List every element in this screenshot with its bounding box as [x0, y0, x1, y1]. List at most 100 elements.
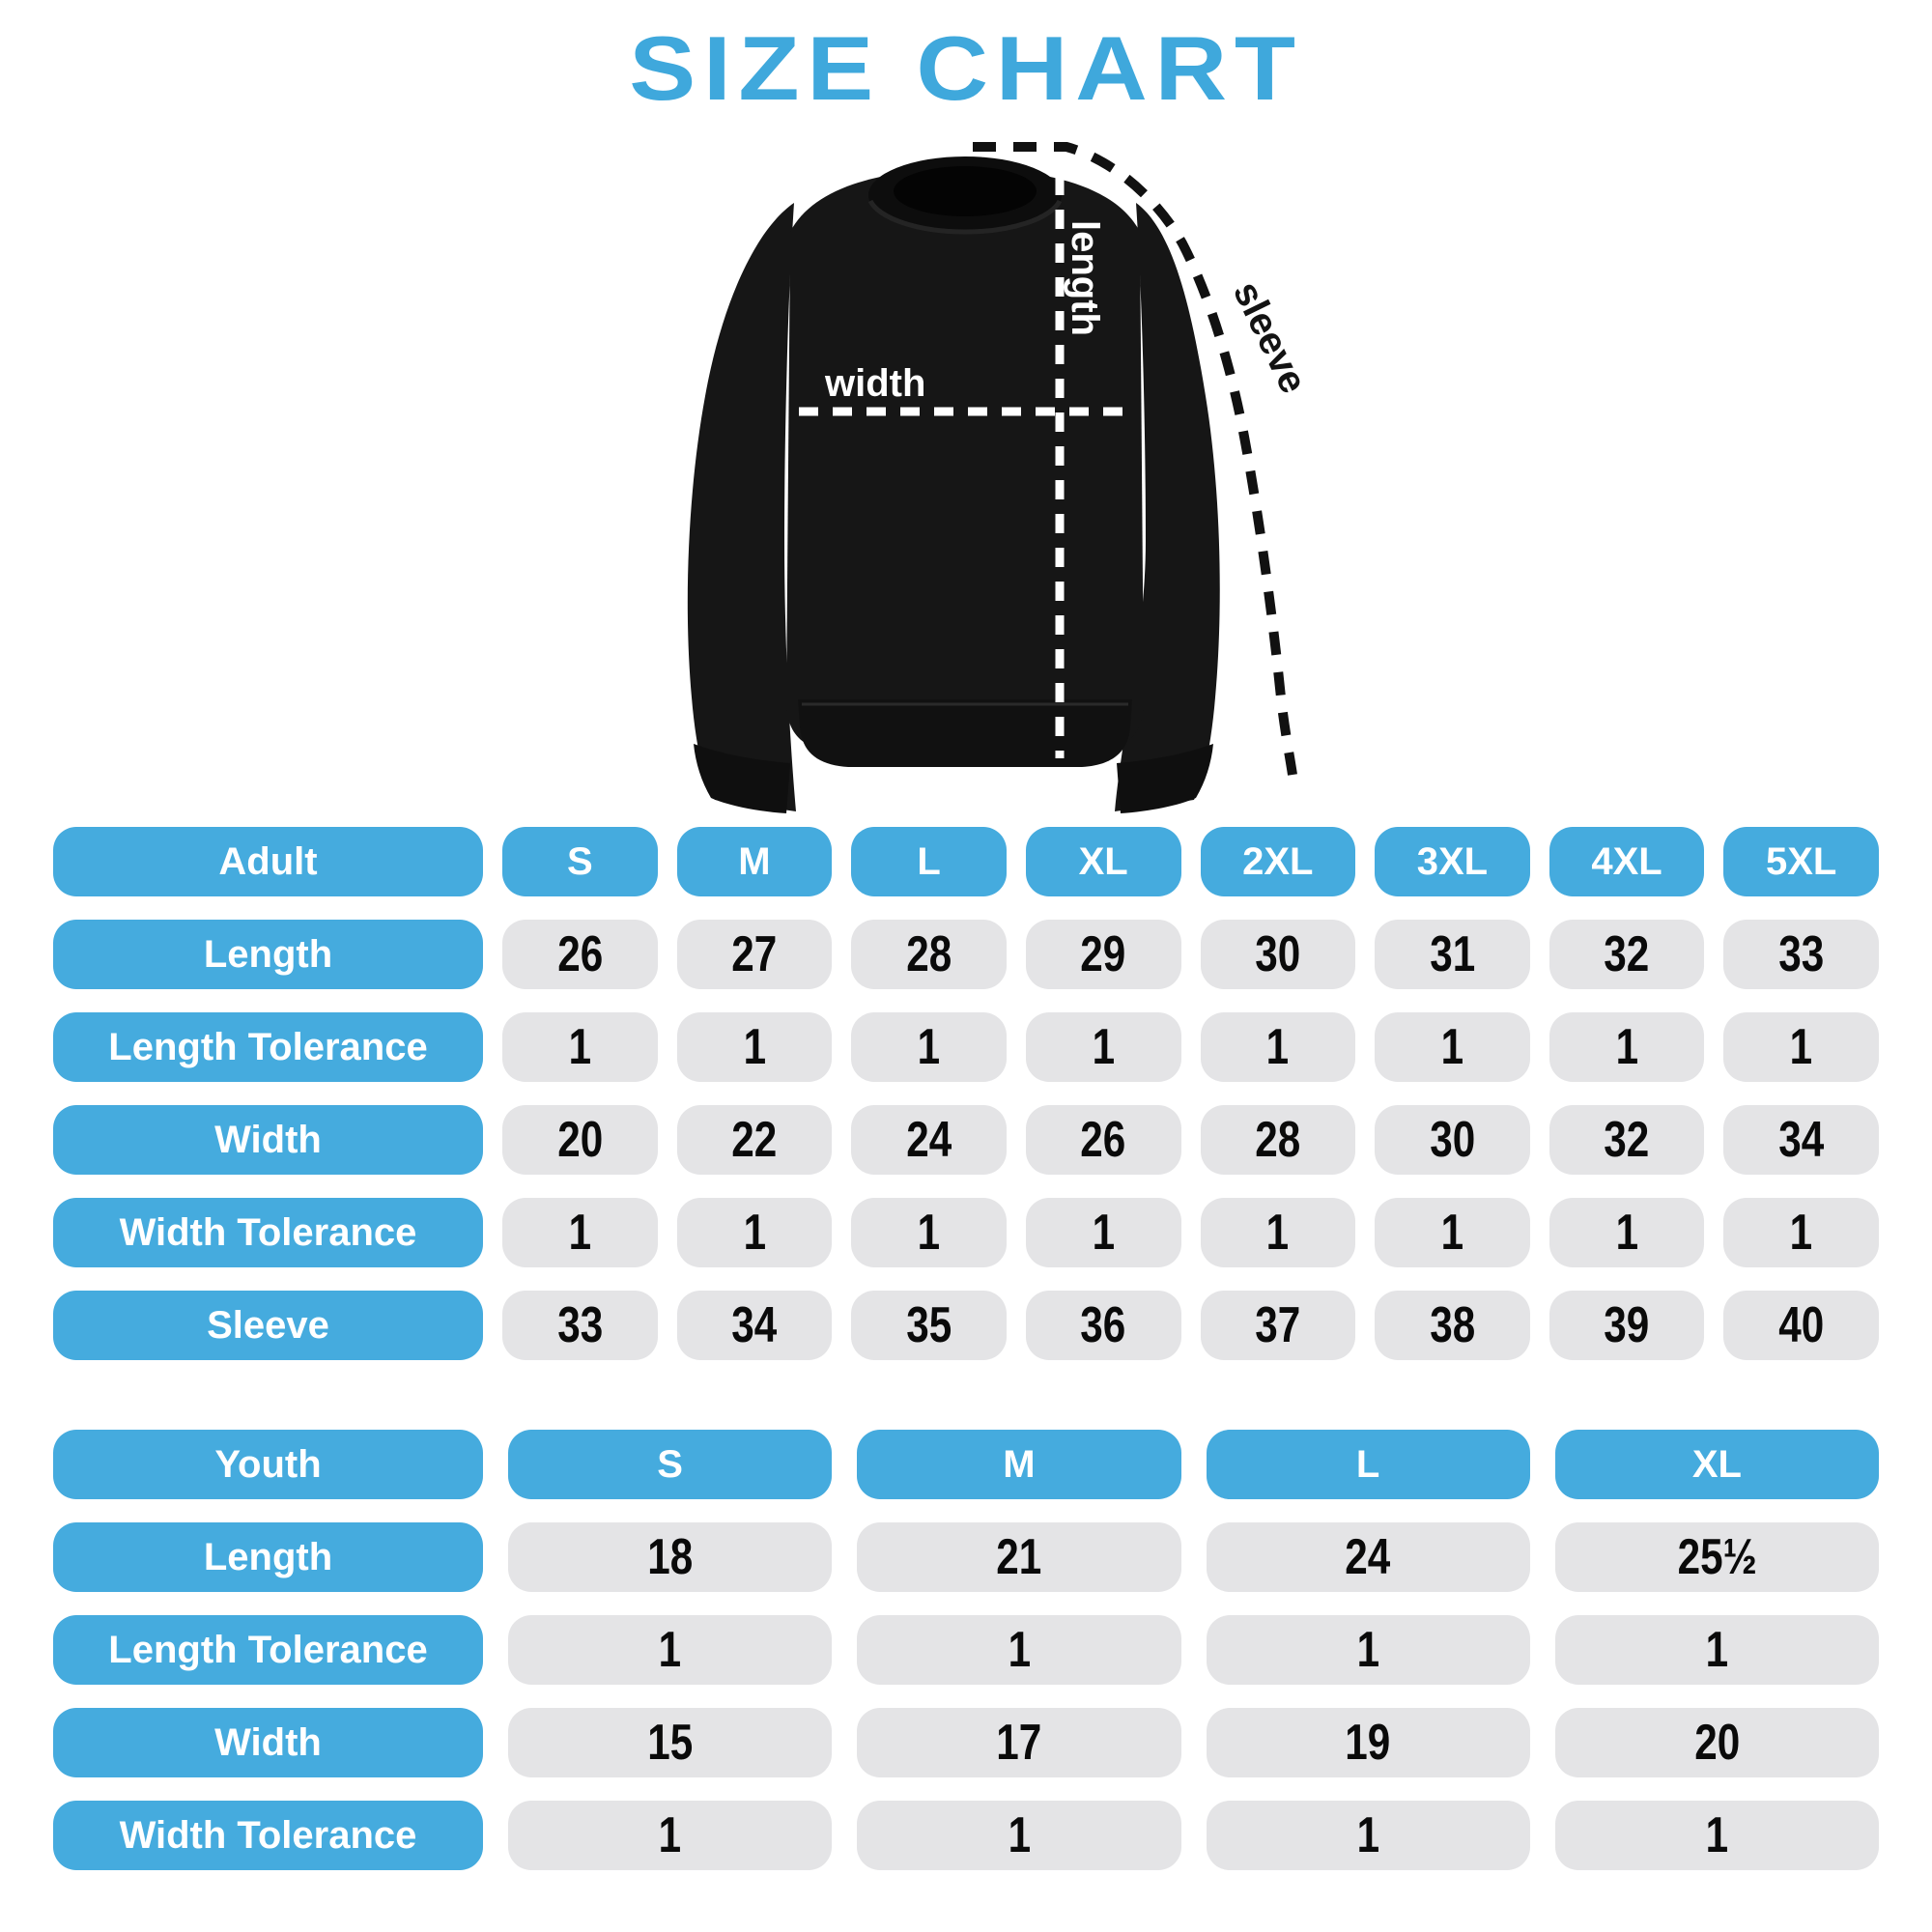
size-value-cell: 1 [1025, 1198, 1181, 1267]
size-value-cell-text: 26 [1080, 1112, 1126, 1168]
row-label-pill: Width Tolerance [53, 1198, 483, 1267]
size-value-cell: 39 [1548, 1291, 1705, 1360]
size-value-cell: 1 [1206, 1615, 1530, 1685]
size-value-cell-text: 15 [647, 1715, 694, 1771]
size-value-cell-text: 1 [658, 1807, 682, 1863]
size-value-cell: 1 [1554, 1801, 1879, 1870]
size-value-cell: 1 [1554, 1615, 1879, 1685]
size-value-cell: 35 [851, 1291, 1007, 1360]
row-label-pill: Width Tolerance [53, 1801, 483, 1870]
row-label-pill-text: Length [203, 1535, 333, 1578]
row-label-pill-text: Width [214, 1118, 322, 1161]
size-value-cell-text: 27 [731, 926, 778, 982]
size-value-cell: 1 [1200, 1012, 1356, 1082]
size-header-pill: 4XL [1548, 827, 1705, 896]
size-value-cell: 17 [857, 1708, 1181, 1777]
size-value-cell-text: 1 [1789, 1205, 1813, 1261]
size-header-pill: L [1206, 1430, 1530, 1499]
size-value-cell: 36 [1025, 1291, 1181, 1360]
size-value-cell-text: 1 [1440, 1205, 1464, 1261]
size-header-pill-text: S [566, 839, 593, 883]
size-value-cell-text: 29 [1080, 926, 1126, 982]
size-value-cell: 1 [508, 1801, 833, 1870]
sleeve-label: sleeve [1225, 275, 1315, 400]
size-value-cell: 25½ [1554, 1522, 1879, 1592]
sweatshirt-collar-inner [894, 166, 1037, 216]
size-header-pill-text: L [917, 839, 941, 883]
sweatshirt-diagram-svg: width length sleeve [687, 142, 1315, 813]
size-value-cell: 30 [1375, 1105, 1530, 1175]
sweatshirt-body [786, 168, 1144, 752]
size-value-cell-text: 19 [1345, 1715, 1391, 1771]
size-value-cell-text: 26 [556, 926, 603, 982]
size-value-cell-text: 1 [917, 1205, 941, 1261]
size-value-cell-text: 20 [556, 1112, 603, 1168]
size-header-pill: M [676, 827, 833, 896]
size-header-pill: M [857, 1430, 1181, 1499]
size-value-cell: 33 [1723, 920, 1879, 989]
size-value-cell-text: 21 [996, 1529, 1042, 1585]
sweatshirt-collar-rim [867, 199, 1063, 235]
size-value-cell-text: 1 [1705, 1807, 1729, 1863]
size-value-cell: 1 [851, 1198, 1007, 1267]
size-header-pill-text: M [738, 839, 771, 883]
size-value-cell: 33 [502, 1291, 658, 1360]
row-label-pill: Length Tolerance [53, 1012, 483, 1082]
row-label-pill-text: Length Tolerance [108, 1025, 428, 1068]
size-value-cell-text: 1 [1008, 1807, 1031, 1863]
row-label-pill: Width [53, 1708, 483, 1777]
row-label-pill-text: Sleeve [207, 1303, 329, 1347]
size-value-cell-text: 39 [1604, 1297, 1650, 1353]
size-value-cell-text: 1 [1705, 1622, 1729, 1678]
size-value-cell-text: 32 [1604, 1112, 1650, 1168]
size-value-cell: 28 [851, 920, 1007, 989]
size-value-cell: 40 [1723, 1291, 1879, 1360]
size-value-cell: 32 [1548, 920, 1705, 989]
size-value-cell-text: 1 [1092, 1205, 1115, 1261]
row-label-pill-text: Length [203, 932, 333, 976]
sweatshirt-illustration [687, 156, 1220, 813]
size-value-cell: 1 [502, 1012, 658, 1082]
row-label-pill: Width [53, 1105, 483, 1175]
size-value-cell-text: 1 [743, 1019, 766, 1075]
size-header-pill-text: 3XL [1416, 839, 1489, 883]
size-value-cell: 1 [1200, 1198, 1356, 1267]
size-value-cell-text: 1 [568, 1205, 592, 1261]
size-value-cell-text: 36 [1080, 1297, 1126, 1353]
size-value-cell-text: 1 [1008, 1622, 1031, 1678]
size-value-cell-text: 33 [1778, 926, 1825, 982]
page-title-text: SIZE CHART [629, 17, 1303, 119]
size-value-cell-text: 34 [1778, 1112, 1825, 1168]
size-header-pill-text: L [1355, 1442, 1380, 1486]
size-value-cell-text: 28 [906, 926, 952, 982]
size-value-cell: 1 [851, 1012, 1007, 1082]
size-value-cell: 37 [1200, 1291, 1356, 1360]
table-title-pill-text: Youth [214, 1442, 322, 1486]
size-value-cell-text: 1 [917, 1019, 941, 1075]
adult-size-table: Adult S M L XL 2XL 3XL 4XL 5XL Length 26 27 28 29 30 31… [53, 827, 1879, 1360]
size-value-cell: 30 [1200, 920, 1356, 989]
size-header-pill: XL [1025, 827, 1181, 896]
size-value-cell-text: 30 [1255, 926, 1301, 982]
size-value-cell: 15 [508, 1708, 833, 1777]
size-value-cell-text: 1 [1356, 1807, 1379, 1863]
length-label: length [1064, 220, 1106, 336]
row-label-pill-text: Length Tolerance [108, 1628, 428, 1671]
size-value-cell-text: 34 [731, 1297, 778, 1353]
size-header-pill-text: 5XL [1766, 839, 1837, 883]
size-value-cell-text: 1 [743, 1205, 766, 1261]
size-header-pill-text: XL [1078, 839, 1128, 883]
size-value-cell-text: 1 [1789, 1019, 1813, 1075]
table-title-pill: Youth [53, 1430, 483, 1499]
size-header-pill: 3XL [1375, 827, 1530, 896]
size-value-cell-text: 1 [1266, 1019, 1290, 1075]
size-value-cell-text: 1 [1266, 1205, 1290, 1261]
size-value-cell-text: 1 [1092, 1019, 1115, 1075]
table-title-pill-text: Adult [218, 839, 318, 883]
size-value-cell: 26 [502, 920, 658, 989]
size-value-cell-text: 22 [731, 1112, 778, 1168]
size-value-cell: 34 [676, 1291, 833, 1360]
size-value-cell: 1 [1548, 1012, 1705, 1082]
size-value-cell-text: 24 [906, 1112, 952, 1168]
size-value-cell-text: 32 [1604, 926, 1650, 982]
